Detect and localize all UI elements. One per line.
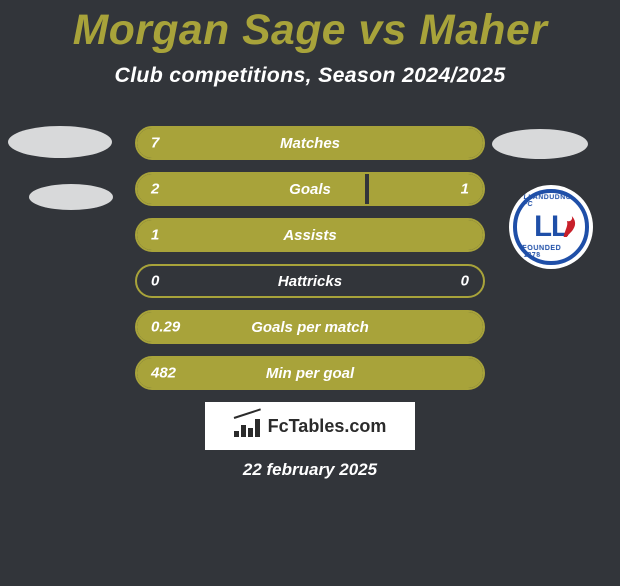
- stat-value-left: 482: [151, 365, 176, 382]
- stat-row: 2 1 Goals: [135, 172, 485, 206]
- club-badge: LLANDUDNO FC LL FOUNDED 1878: [509, 185, 593, 269]
- stat-row: 482 Min per goal: [135, 356, 485, 390]
- subtitle: Club competitions, Season 2024/2025: [0, 63, 620, 88]
- brand-icon-bar: [255, 419, 260, 437]
- stat-value-left: 0: [151, 273, 159, 290]
- stat-bar-left: [137, 174, 365, 204]
- stat-label: Goals per match: [251, 319, 369, 336]
- stat-value-right: 1: [461, 181, 469, 198]
- stat-value-left: 2: [151, 181, 159, 198]
- stat-label: Matches: [280, 135, 340, 152]
- stat-row: 0.29 Goals per match: [135, 310, 485, 344]
- brand-icon-line: [233, 408, 260, 419]
- club-badge-bottom-text: FOUNDED 1878: [522, 247, 580, 258]
- player-left-avatar-1: [8, 126, 112, 158]
- stat-row: 0 0 Hattricks: [135, 264, 485, 298]
- club-badge-inner: LLANDUDNO FC LL FOUNDED 1878: [513, 189, 589, 265]
- club-badge-accent-icon: [562, 213, 578, 240]
- stat-value-left: 7: [151, 135, 159, 152]
- stat-value-left: 0.29: [151, 319, 180, 336]
- player-right-avatar: [492, 129, 588, 159]
- date-text: 22 february 2025: [0, 460, 620, 480]
- stat-row: 1 Assists: [135, 218, 485, 252]
- brand-icon-bar: [234, 431, 239, 437]
- brand-icon-bar: [241, 425, 246, 437]
- brand-icon-bar: [248, 428, 253, 437]
- stat-label: Min per goal: [266, 365, 354, 382]
- club-badge-top-text: LLANDUDNO FC: [522, 196, 580, 207]
- stat-label: Goals: [289, 181, 331, 198]
- stat-row: 7 Matches: [135, 126, 485, 160]
- stat-value-left: 1: [151, 227, 159, 244]
- brand-chart-icon: [234, 415, 262, 437]
- stat-value-right: 0: [461, 273, 469, 290]
- comparison-chart: 7 Matches 2 1 Goals 1 Assists 0 0 Hattricks 0.29 Go…: [135, 126, 485, 402]
- player-left-avatar-2: [29, 184, 113, 210]
- brand-box: FcTables.com: [205, 402, 415, 450]
- stat-label: Assists: [283, 227, 336, 244]
- brand-text: FcTables.com: [268, 416, 387, 437]
- page-title: Morgan Sage vs Maher: [0, 6, 620, 55]
- stat-label: Hattricks: [278, 273, 342, 290]
